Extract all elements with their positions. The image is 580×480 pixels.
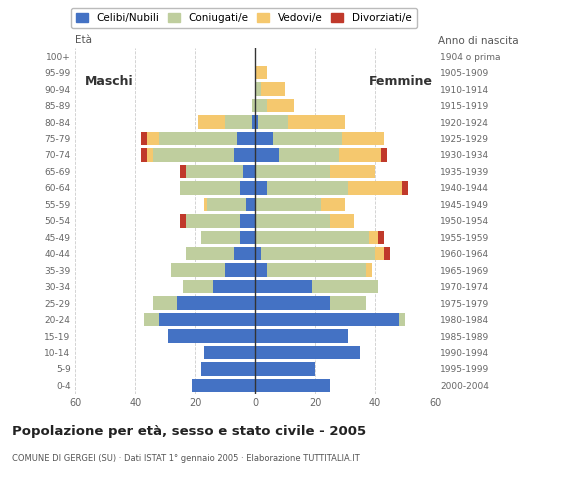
Bar	[255, 379, 330, 392]
Bar	[243, 165, 255, 178]
Bar	[153, 296, 177, 310]
Bar	[255, 214, 330, 228]
Bar	[240, 230, 255, 244]
Bar	[348, 181, 402, 194]
Text: Età: Età	[75, 35, 92, 45]
Bar	[399, 313, 405, 326]
Bar	[142, 148, 147, 162]
Bar	[255, 115, 258, 129]
Bar	[261, 247, 375, 261]
Bar	[237, 132, 255, 145]
Bar	[147, 132, 160, 145]
Text: COMUNE DI GERGEI (SU) · Dati ISTAT 1° gennaio 2005 · Elaborazione TUTTITALIA.IT: COMUNE DI GERGEI (SU) · Dati ISTAT 1° ge…	[12, 454, 360, 463]
Bar	[240, 181, 255, 194]
Bar	[171, 264, 225, 277]
Bar	[246, 198, 255, 211]
Bar	[255, 362, 315, 376]
Bar	[375, 247, 384, 261]
Bar	[330, 214, 354, 228]
Bar	[160, 132, 237, 145]
Bar	[342, 132, 384, 145]
Bar	[255, 198, 321, 211]
Bar	[180, 165, 186, 178]
Text: Anno di nascita: Anno di nascita	[438, 36, 519, 46]
Bar	[369, 230, 378, 244]
Text: Maschi: Maschi	[84, 75, 133, 88]
Bar	[225, 115, 252, 129]
Bar	[201, 362, 255, 376]
Bar	[177, 296, 255, 310]
Bar	[207, 198, 246, 211]
Bar	[258, 115, 288, 129]
Bar	[288, 115, 345, 129]
Bar	[255, 132, 273, 145]
Bar	[186, 165, 243, 178]
Bar	[384, 247, 390, 261]
Bar	[273, 132, 342, 145]
Bar	[261, 83, 285, 96]
Bar	[160, 313, 255, 326]
Bar	[267, 181, 348, 194]
Legend: Celibi/Nubili, Coniugati/e, Vedovi/e, Divorziati/e: Celibi/Nubili, Coniugati/e, Vedovi/e, Di…	[71, 8, 416, 28]
Bar	[183, 280, 213, 293]
Bar	[255, 181, 267, 194]
Text: Popolazione per età, sesso e stato civile - 2005: Popolazione per età, sesso e stato civil…	[12, 425, 366, 438]
Bar	[204, 346, 255, 359]
Bar	[366, 264, 372, 277]
Bar	[255, 165, 330, 178]
Bar	[255, 99, 267, 112]
Bar	[381, 148, 387, 162]
Bar	[321, 198, 345, 211]
Bar	[255, 346, 360, 359]
Bar	[255, 83, 261, 96]
Bar	[255, 66, 267, 79]
Bar	[240, 214, 255, 228]
Bar	[255, 148, 279, 162]
Bar	[186, 214, 240, 228]
Bar	[330, 165, 375, 178]
Bar	[193, 379, 255, 392]
Bar	[198, 115, 225, 129]
Bar	[234, 247, 255, 261]
Bar	[225, 264, 255, 277]
Bar	[330, 296, 366, 310]
Bar	[339, 148, 381, 162]
Bar	[204, 198, 207, 211]
Bar	[144, 313, 160, 326]
Bar	[234, 148, 255, 162]
Bar	[180, 214, 186, 228]
Bar	[213, 280, 255, 293]
Bar	[267, 99, 294, 112]
Bar	[153, 148, 234, 162]
Text: Femmine: Femmine	[369, 75, 433, 88]
Bar	[201, 230, 240, 244]
Bar	[186, 247, 234, 261]
Bar	[252, 115, 255, 129]
Bar	[267, 264, 366, 277]
Bar	[255, 264, 267, 277]
Bar	[255, 280, 312, 293]
Bar	[255, 230, 369, 244]
Bar	[255, 296, 330, 310]
Bar	[312, 280, 378, 293]
Bar	[252, 99, 255, 112]
Bar	[142, 132, 147, 145]
Bar	[147, 148, 153, 162]
Bar	[255, 329, 348, 343]
Bar	[402, 181, 408, 194]
Bar	[378, 230, 384, 244]
Bar	[168, 329, 255, 343]
Bar	[180, 181, 240, 194]
Bar	[255, 247, 261, 261]
Bar	[279, 148, 339, 162]
Bar	[255, 313, 399, 326]
